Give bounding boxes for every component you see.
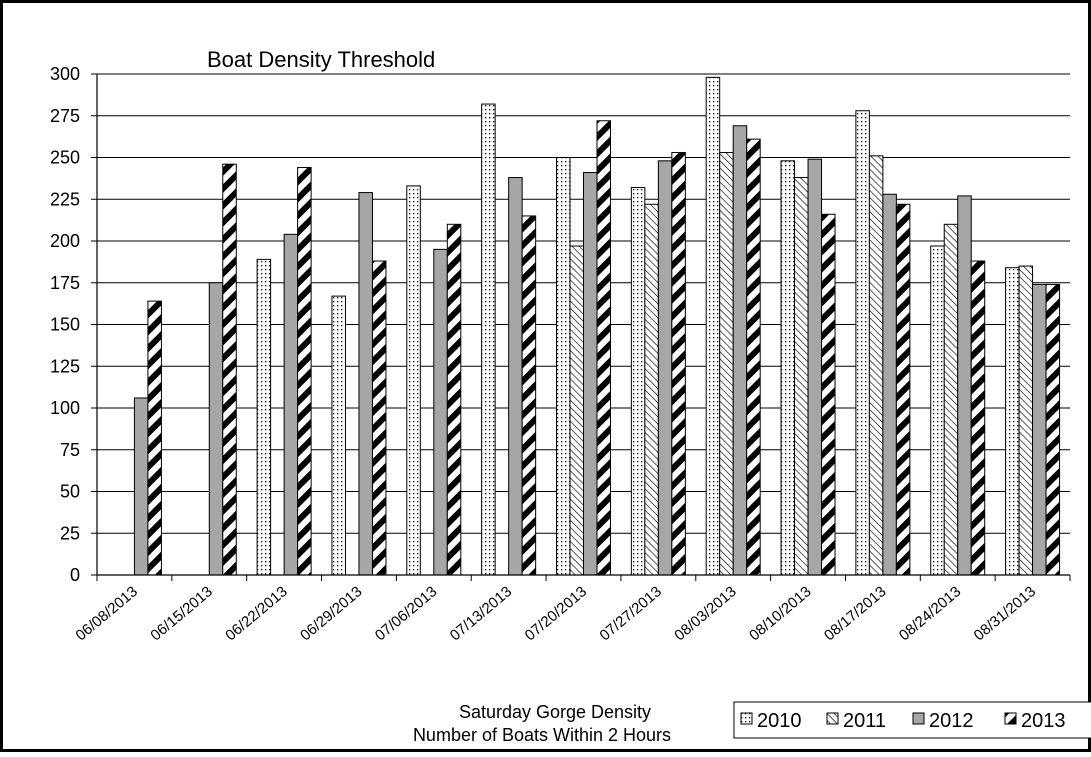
axes: [91, 73, 1071, 581]
y-tick-label: 125: [50, 356, 80, 376]
x-axis-label-line-2: Number of Boats Within 2 Hours: [413, 725, 671, 745]
bars: [133, 76, 1061, 576]
bar-2013-07-06-2013: [446, 223, 462, 576]
chart-title: Boat Density Threshold: [207, 47, 435, 72]
legend-label-2010: 2010: [757, 710, 802, 732]
bar-2010-06-22-2013: [256, 258, 272, 576]
bar-2012-08-31-2013: [1032, 283, 1047, 576]
bar-2010-08-24-2013: [930, 245, 945, 576]
y-tick-label: 25: [60, 523, 80, 543]
y-tick-label: 300: [50, 64, 80, 84]
bar-2011-07-27-2013: [644, 203, 659, 576]
bar-2010-07-13-2013: [481, 103, 496, 576]
bar-2013-08-24-2013: [970, 260, 986, 576]
bar-2012-06-29-2013: [358, 192, 373, 576]
y-tick-label: 275: [50, 106, 80, 126]
bar-2013-07-20-2013: [596, 120, 611, 576]
y-tick-label: 200: [50, 231, 80, 251]
bar-2013-06-29-2013: [371, 260, 387, 576]
bar-2012-06-22-2013: [283, 233, 299, 576]
bar-2012-07-27-2013: [657, 160, 673, 576]
legend-swatch-2013: [1004, 712, 1017, 725]
bar-2012-08-03-2013: [732, 125, 748, 576]
bar-2011-08-24-2013: [943, 223, 959, 576]
bar-2011-07-20-2013: [569, 245, 584, 576]
bar-2013-06-08-2013: [147, 300, 162, 576]
bar-2012-06-08-2013: [133, 397, 149, 576]
legend-label-2013: 2013: [1021, 710, 1066, 732]
legend-label-2012: 2012: [929, 710, 974, 732]
y-tick-label: 225: [50, 189, 80, 209]
bar-2012-07-13-2013: [508, 177, 523, 576]
bar-2010-08-31-2013: [1005, 267, 1020, 576]
bar-2010-06-29-2013: [331, 295, 346, 576]
bar-2012-08-17-2013: [882, 193, 897, 576]
bar-2010-07-06-2013: [406, 185, 421, 576]
bar-2010-08-10-2013: [780, 160, 796, 576]
bar-2010-08-17-2013: [855, 110, 870, 576]
bar-2010-07-20-2013: [556, 157, 571, 576]
bar-2011-08-03-2013: [719, 151, 734, 576]
legend-swatch-2012: [912, 712, 925, 725]
bar-2010-08-03-2013: [705, 76, 721, 576]
bar-2011-08-31-2013: [1018, 265, 1034, 576]
y-tick-label: 250: [50, 148, 80, 168]
bar-2012-07-20-2013: [583, 172, 598, 576]
bar-2013-07-13-2013: [521, 215, 537, 576]
y-tick-label: 100: [50, 398, 80, 418]
bar-2011-08-10-2013: [794, 177, 809, 576]
bar-2013-07-27-2013: [671, 151, 686, 576]
y-tick-label: 175: [50, 273, 80, 293]
bar-2012-08-10-2013: [807, 158, 823, 576]
y-tick-label: 50: [60, 482, 80, 502]
bar-2012-07-06-2013: [433, 248, 448, 576]
legend-swatch-2010: [740, 712, 753, 725]
x-axis-label-line-1: Saturday Gorge Density: [459, 702, 651, 722]
bar-2013-06-15-2013: [222, 163, 237, 576]
bar-2010-07-27-2013: [630, 187, 646, 576]
legend-label-2011: 2011: [843, 710, 886, 732]
legend-swatch-2011: [826, 712, 839, 725]
y-tick-label: 0: [70, 565, 80, 585]
y-tick-label: 75: [60, 440, 80, 460]
bar-2011-08-17-2013: [868, 155, 884, 576]
y-tick-labels: 0 25 50 75 100 125 150 175 200 225 250 275 300: [50, 64, 80, 585]
bar-2012-08-24-2013: [957, 195, 972, 576]
y-tick-label: 150: [50, 315, 80, 335]
bar-2013-08-03-2013: [746, 138, 761, 576]
bar-2013-08-10-2013: [821, 213, 836, 576]
legend: 2010 2011 2012 2013: [733, 701, 1091, 739]
bar-2013-08-17-2013: [895, 203, 911, 576]
bar-2013-08-31-2013: [1045, 283, 1061, 576]
bar-2013-06-22-2013: [297, 167, 312, 576]
bar-2012-06-15-2013: [208, 282, 224, 576]
